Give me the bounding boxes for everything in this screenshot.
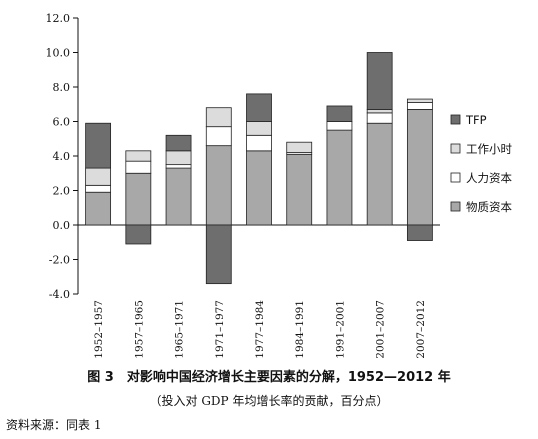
bar-segment xyxy=(205,224,232,285)
x-tick-label: 1952–1957 xyxy=(93,300,105,359)
bar-segment xyxy=(406,98,433,103)
bar-segment xyxy=(326,121,353,131)
x-tick-label: 1984–1991 xyxy=(294,300,306,359)
y-tick-label: 10.0 xyxy=(46,47,71,60)
x-tick-label: 1971–1977 xyxy=(214,300,226,359)
x-tick-label: 1977–1984 xyxy=(254,300,266,359)
bar-segment xyxy=(366,109,393,114)
bar-segment xyxy=(246,93,272,122)
source-note: 资料来源：同表 1 xyxy=(6,418,102,432)
legend-label: 工作小时 xyxy=(466,142,512,156)
legend-label: 人力资本 xyxy=(466,171,512,185)
x-tick-label: 2007–2012 xyxy=(415,300,427,359)
y-axis: 12.0 10.0 8.0 6.0 4.0 2.0 0.0 -2.0 -4.0 xyxy=(46,12,440,301)
bar-segment xyxy=(246,150,272,226)
bar-segment xyxy=(85,122,112,169)
y-tick-label: 4.0 xyxy=(53,150,71,163)
legend-label: TFP xyxy=(465,113,487,127)
bar-segment xyxy=(205,145,232,226)
chart-caption: 图 3 对影响中国经济增长主要因素的分解，1952—2012 年 xyxy=(87,370,451,385)
chart-subcaption: （投入对 GDP 年均增长率的贡献，百分点） xyxy=(149,394,389,408)
bar-segment xyxy=(205,107,232,128)
x-tick-label: 2001–2007 xyxy=(375,300,387,359)
bar-segment xyxy=(286,141,313,153)
bar-segment xyxy=(366,52,393,110)
bar-segment xyxy=(125,150,152,162)
bar-segment xyxy=(326,129,353,226)
legend-swatch xyxy=(450,114,461,125)
bar-segment xyxy=(286,153,313,226)
legend-label: 物质资本 xyxy=(466,200,512,214)
bar-segment xyxy=(366,122,393,226)
bars xyxy=(85,52,433,285)
y-tick-label: -2.0 xyxy=(49,254,70,267)
bar-segment xyxy=(326,105,353,122)
x-tick-label: 1991–2001 xyxy=(334,300,346,359)
bar-segment xyxy=(246,121,272,136)
bar-segment xyxy=(165,150,192,166)
y-tick-label: 0.0 xyxy=(53,219,71,232)
x-tick-label: 1965–1971 xyxy=(174,300,186,359)
bar-segment xyxy=(406,102,433,110)
bar-segment xyxy=(246,134,272,152)
bar-segment xyxy=(85,191,112,226)
bar-segment xyxy=(165,134,192,152)
bar-segment xyxy=(165,167,192,226)
y-tick-label: 6.0 xyxy=(53,116,71,129)
legend-swatch xyxy=(450,143,461,154)
bar-segment xyxy=(366,112,393,124)
y-tick-label: 2.0 xyxy=(53,185,71,198)
bar-segment xyxy=(85,184,112,193)
x-axis-labels: 1952–1957 1957–1965 1965–1971 1971–1977 1977… xyxy=(93,300,427,359)
y-tick-label: 12.0 xyxy=(46,12,71,25)
bar-segment xyxy=(406,224,433,241)
legend-swatch xyxy=(450,172,461,183)
x-tick-label: 1957–1965 xyxy=(133,300,145,359)
bar-segment xyxy=(406,109,433,226)
decomposition-chart: 12.0 10.0 8.0 6.0 4.0 2.0 0.0 -2.0 -4.0 1952–195… xyxy=(46,12,513,359)
bar-segment xyxy=(85,167,112,186)
bar-segment xyxy=(165,164,192,169)
bar-segment xyxy=(125,224,152,245)
bar-segment xyxy=(125,160,152,174)
y-tick-label: 8.0 xyxy=(53,81,71,94)
bar-segment xyxy=(125,172,152,226)
bar-segment xyxy=(205,126,232,147)
y-tick-label: -4.0 xyxy=(49,288,70,301)
legend-swatch xyxy=(450,201,461,212)
